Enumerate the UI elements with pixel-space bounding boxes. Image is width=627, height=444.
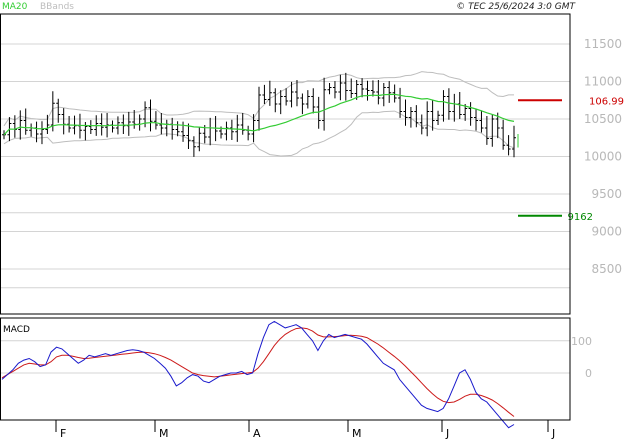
x-tick-label: M xyxy=(352,427,362,440)
copyright: © TEC 25/6/2024 3:0 GMT xyxy=(456,2,576,12)
price-bars xyxy=(2,72,519,158)
macd-panel-frame xyxy=(0,317,571,421)
legend-ma: MA20 xyxy=(2,2,28,12)
x-tick-label: J xyxy=(445,427,449,440)
macd-tick-label: 100 xyxy=(571,335,592,348)
price-tick-label: 9000 xyxy=(591,225,622,239)
x-tick-label: A xyxy=(253,427,261,440)
grid-lines xyxy=(1,43,570,374)
macd-signal-line xyxy=(1,327,515,417)
price-tick-label: 10000 xyxy=(584,150,622,164)
resistance-label: 106.99 xyxy=(589,96,624,107)
macd-panel xyxy=(1,320,515,429)
moving-average xyxy=(3,93,515,136)
ma20-line xyxy=(3,93,515,136)
price-tick-label: 8500 xyxy=(591,262,622,276)
macd-line xyxy=(1,320,515,429)
price-tick-label: 10500 xyxy=(584,112,622,126)
macd-tick-label: 0 xyxy=(585,367,592,380)
x-tick-label: J xyxy=(551,427,555,440)
price-tick-label: 11500 xyxy=(584,37,622,51)
macd-title: MACD xyxy=(3,325,30,335)
price-tick-label: 11000 xyxy=(584,75,622,89)
x-tick-label: F xyxy=(60,427,66,440)
price-panel-frame xyxy=(0,13,571,315)
axes: 11500 11000 10500 10000 9500 9000 8500 100 0 F M A M… xyxy=(0,13,622,440)
legend-bbands: BBands xyxy=(40,2,74,12)
x-tick-label: M xyxy=(159,427,169,440)
price-tick-label: 9500 xyxy=(591,187,622,201)
price-levels: 106.99 9162 xyxy=(518,96,624,223)
support-label: 9162 xyxy=(568,212,593,223)
bollinger-lower xyxy=(3,110,515,157)
